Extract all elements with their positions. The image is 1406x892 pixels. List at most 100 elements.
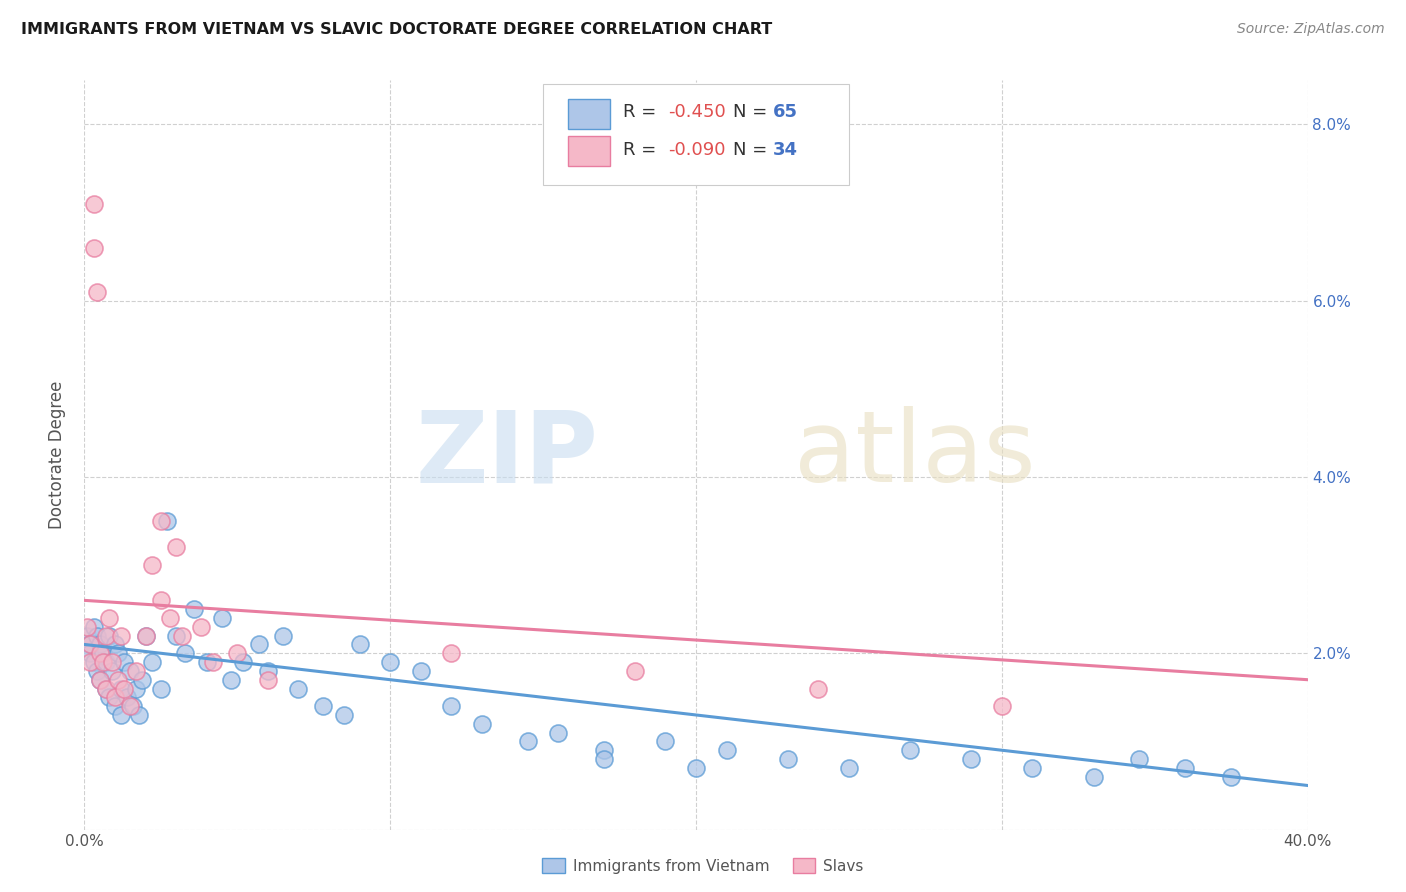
- Point: [112, 681, 135, 696]
- Point: [201, 655, 224, 669]
- Point: [83, 620, 105, 634]
- Point: [349, 637, 371, 651]
- Point: [149, 514, 172, 528]
- Point: [91, 655, 114, 669]
- Point: [624, 664, 647, 678]
- Point: [94, 681, 117, 696]
- FancyBboxPatch shape: [568, 136, 610, 167]
- Point: [104, 637, 127, 651]
- Point: [83, 241, 105, 255]
- FancyBboxPatch shape: [543, 84, 849, 186]
- Point: [94, 655, 117, 669]
- Point: [131, 673, 153, 687]
- Text: IMMIGRANTS FROM VIETNAM VS SLAVIC DOCTORATE DEGREE CORRELATION CHART: IMMIGRANTS FROM VIETNAM VS SLAVIC DOCTOR…: [21, 22, 772, 37]
- Point: [593, 752, 616, 766]
- Point: [1021, 761, 1043, 775]
- Point: [79, 637, 101, 651]
- Text: atlas: atlas: [794, 407, 1035, 503]
- Point: [110, 681, 132, 696]
- Text: N =: N =: [733, 103, 773, 121]
- Point: [960, 752, 983, 766]
- Point: [79, 655, 101, 669]
- Point: [271, 629, 294, 643]
- Point: [156, 514, 179, 528]
- Point: [120, 664, 142, 678]
- Point: [135, 629, 157, 643]
- Point: [1174, 761, 1197, 775]
- Point: [112, 655, 135, 669]
- Point: [716, 743, 738, 757]
- Text: -0.090: -0.090: [668, 141, 725, 159]
- Point: [195, 655, 218, 669]
- Point: [79, 637, 101, 651]
- Text: -0.450: -0.450: [668, 103, 725, 121]
- Point: [1083, 770, 1105, 784]
- Point: [312, 699, 335, 714]
- Text: 65: 65: [773, 103, 799, 121]
- Point: [1128, 752, 1150, 766]
- Point: [107, 646, 129, 660]
- Point: [471, 716, 494, 731]
- Point: [172, 629, 194, 643]
- Point: [86, 664, 108, 678]
- Text: R =: R =: [623, 141, 662, 159]
- Point: [104, 699, 127, 714]
- Point: [141, 655, 163, 669]
- Point: [547, 725, 569, 739]
- Point: [76, 620, 98, 634]
- Text: R =: R =: [623, 103, 662, 121]
- Point: [97, 611, 120, 625]
- Text: ZIP: ZIP: [415, 407, 598, 503]
- Point: [86, 629, 108, 643]
- Point: [149, 593, 172, 607]
- Point: [97, 690, 120, 705]
- Point: [115, 690, 138, 705]
- Point: [135, 629, 157, 643]
- Point: [104, 690, 127, 705]
- Point: [107, 673, 129, 687]
- Point: [247, 637, 270, 651]
- Point: [516, 734, 538, 748]
- Point: [86, 285, 108, 299]
- Point: [776, 752, 799, 766]
- Legend: Immigrants from Vietnam, Slavs: Immigrants from Vietnam, Slavs: [536, 852, 870, 880]
- Point: [122, 699, 145, 714]
- Point: [1220, 770, 1243, 784]
- Point: [593, 743, 616, 757]
- Point: [898, 743, 921, 757]
- FancyBboxPatch shape: [568, 99, 610, 129]
- Point: [101, 655, 124, 669]
- Point: [838, 761, 860, 775]
- Point: [654, 734, 676, 748]
- Point: [94, 681, 117, 696]
- Point: [89, 673, 111, 687]
- Point: [226, 646, 249, 660]
- Point: [440, 699, 463, 714]
- Point: [232, 655, 254, 669]
- Point: [409, 664, 432, 678]
- Point: [79, 646, 101, 660]
- Point: [174, 646, 197, 660]
- Point: [125, 664, 148, 678]
- Text: N =: N =: [733, 141, 773, 159]
- Point: [128, 708, 150, 723]
- Point: [83, 655, 105, 669]
- Point: [257, 664, 280, 678]
- Point: [83, 196, 105, 211]
- Y-axis label: Doctorate Degree: Doctorate Degree: [48, 381, 66, 529]
- Point: [120, 699, 142, 714]
- Point: [991, 699, 1014, 714]
- Point: [257, 673, 280, 687]
- Point: [110, 708, 132, 723]
- Point: [287, 681, 309, 696]
- Point: [440, 646, 463, 660]
- Point: [76, 629, 98, 643]
- Point: [89, 637, 111, 651]
- Point: [159, 611, 181, 625]
- Point: [125, 681, 148, 696]
- Point: [685, 761, 707, 775]
- Point: [89, 646, 111, 660]
- Point: [94, 629, 117, 643]
- Point: [165, 541, 187, 555]
- Point: [219, 673, 242, 687]
